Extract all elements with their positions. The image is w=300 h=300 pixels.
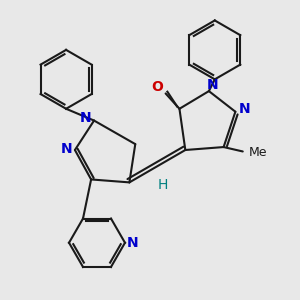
- Text: N: N: [61, 142, 73, 155]
- Text: N: N: [207, 78, 218, 92]
- Text: O: O: [152, 80, 163, 94]
- Text: N: N: [80, 111, 91, 124]
- Text: N: N: [238, 102, 250, 116]
- Text: N: N: [127, 236, 138, 250]
- Text: Me: Me: [249, 146, 267, 159]
- Text: H: H: [158, 178, 168, 192]
